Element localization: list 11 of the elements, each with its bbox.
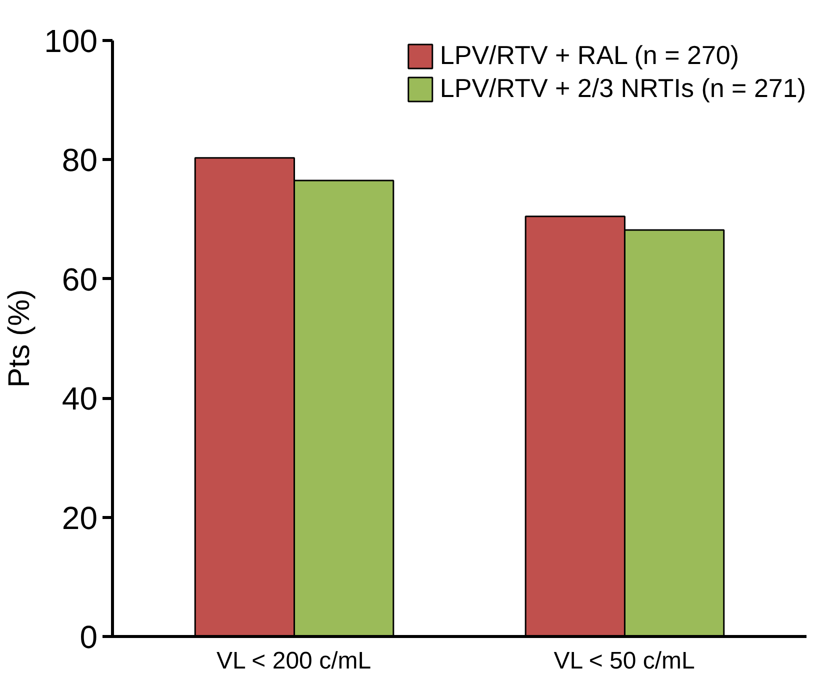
legend-label: LPV/RTV + 2/3 NRTIs (n = 271) [440,73,806,104]
x-tick-label: VL < 200 c/mL [216,648,372,674]
y-tick-label: 20 [62,500,98,536]
y-tick-label: 60 [62,261,98,298]
y-tick-label: 0 [80,619,98,655]
y-tick-label: 100 [44,23,98,59]
y-tick-label: 40 [62,380,98,417]
y-axis-title: Pts (%) [3,289,36,388]
x-tick-label: VL < 50 c/mL [554,648,695,674]
y-tick-label: 80 [62,142,98,178]
legend-label: LPV/RTV + RAL (n = 270) [440,40,740,71]
